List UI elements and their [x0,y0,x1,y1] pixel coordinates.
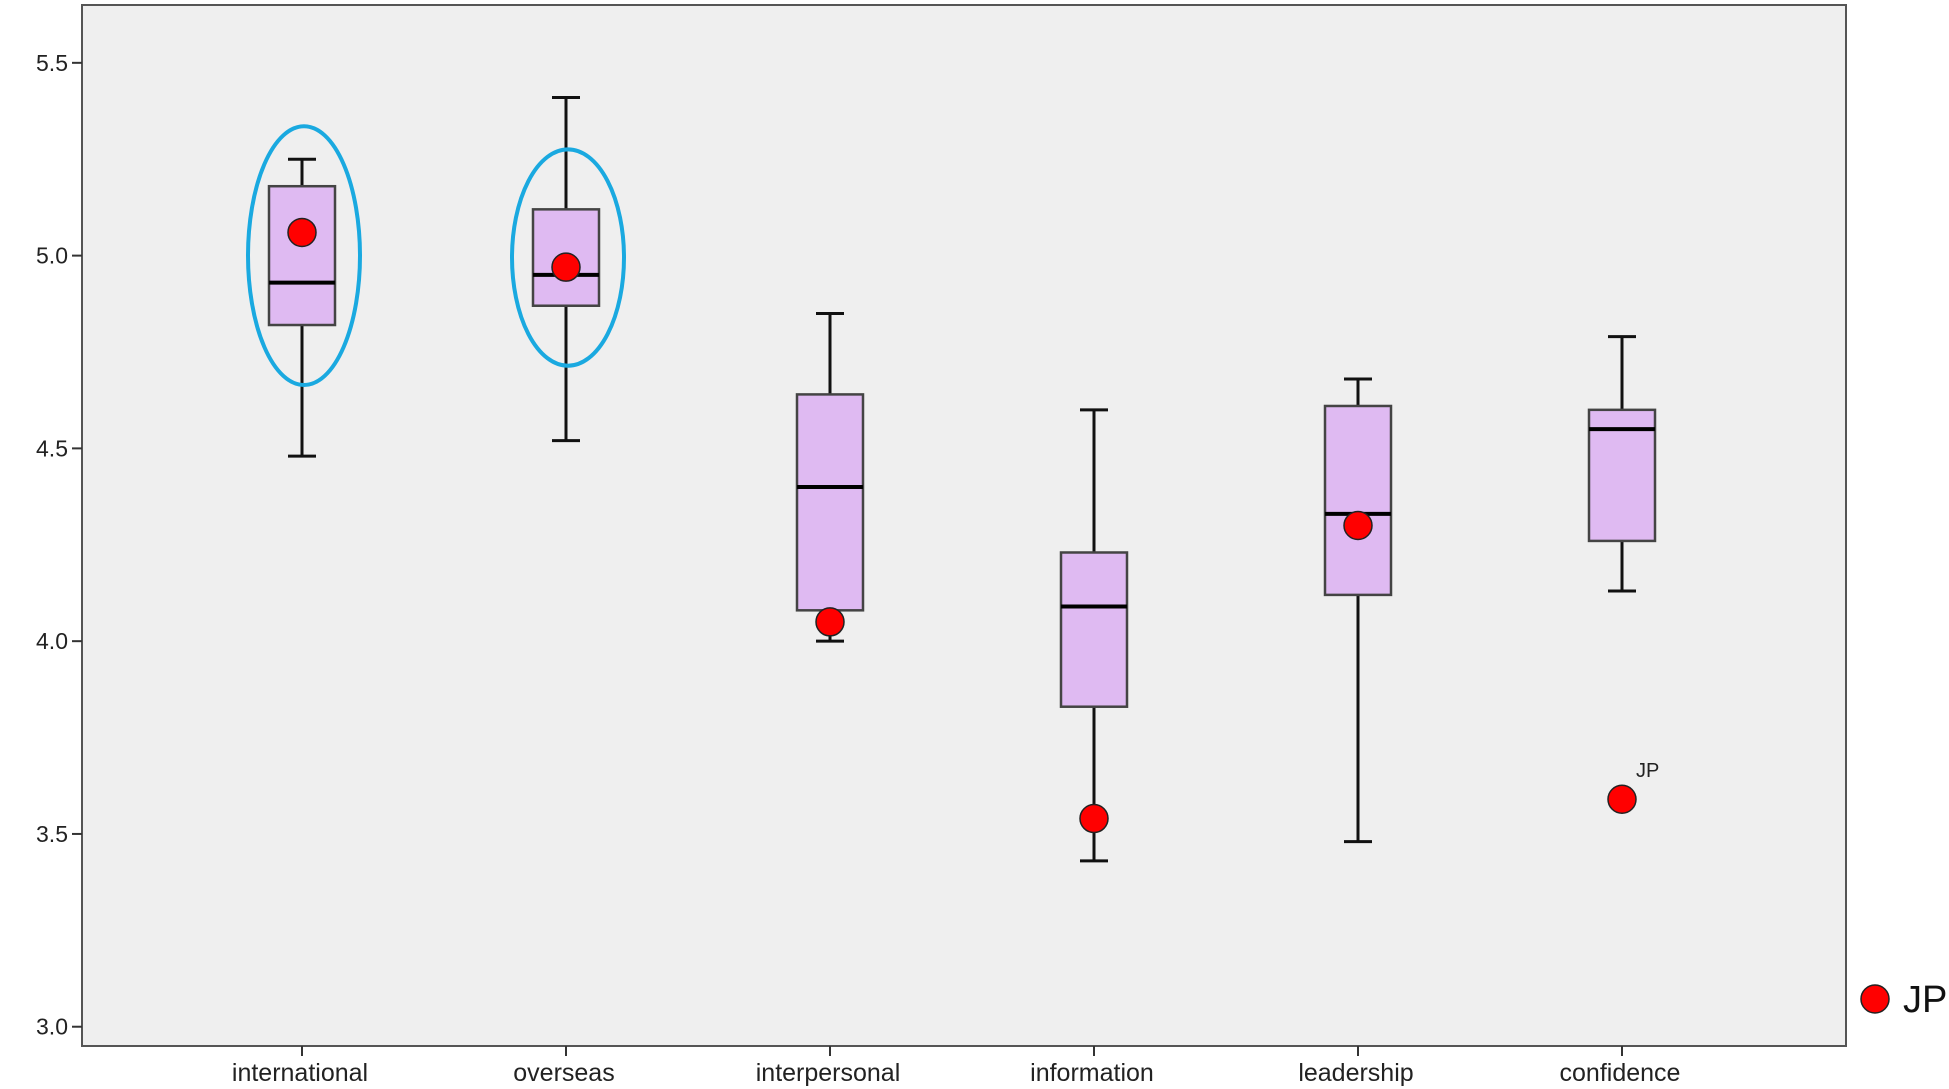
jp-points-layer: JP [287,217,1659,834]
iqr-box [795,393,865,612]
x-category-label: interpersonal [756,1059,901,1087]
jp-point-overseas [551,252,581,282]
point-annotation-label: JP [1636,760,1659,782]
x-category-label: confidence [1560,1059,1681,1087]
legend-marker [1860,984,1890,1014]
jp-point-interpersonal [815,607,845,637]
box-international [267,157,337,458]
y-tick-label: 4.0 [36,628,68,654]
jp-point-confidence [1607,784,1637,814]
iqr-box [1059,551,1129,708]
y-tick-label: 3.5 [36,821,68,847]
iqr-box [1323,404,1393,597]
x-axis: international overseas interpersonal inform… [232,1046,1681,1087]
iqr-box [267,184,337,327]
highlight-ellipse-overseas [510,147,626,368]
y-tick-label: 5.0 [36,243,68,269]
jp-point-leadership [1343,510,1373,541]
legend: JP [1860,979,1947,1021]
highlight-ellipse-international [246,124,362,388]
plot-area [81,4,1847,1047]
y-tick-label: 5.5 [36,50,68,76]
box-information [1059,408,1129,863]
x-category-label: leadership [1298,1059,1413,1087]
box-confidence [1587,335,1657,593]
y-tick-label: 3.0 [36,1014,68,1040]
box-leadership [1323,377,1393,844]
legend-label: JP [1903,979,1947,1021]
jp-point-information [1079,803,1109,834]
y-tick-label: 4.5 [36,435,68,461]
iqr-box [1587,408,1657,543]
y-axis: 3.0 3.5 4.0 4.5 5.0 5.5 [36,50,82,1040]
x-category-label: overseas [513,1059,614,1087]
jp-point-international [287,217,317,248]
x-category-label: information [1030,1059,1154,1087]
x-category-label: international [232,1059,368,1087]
highlight-ellipses [246,124,626,388]
